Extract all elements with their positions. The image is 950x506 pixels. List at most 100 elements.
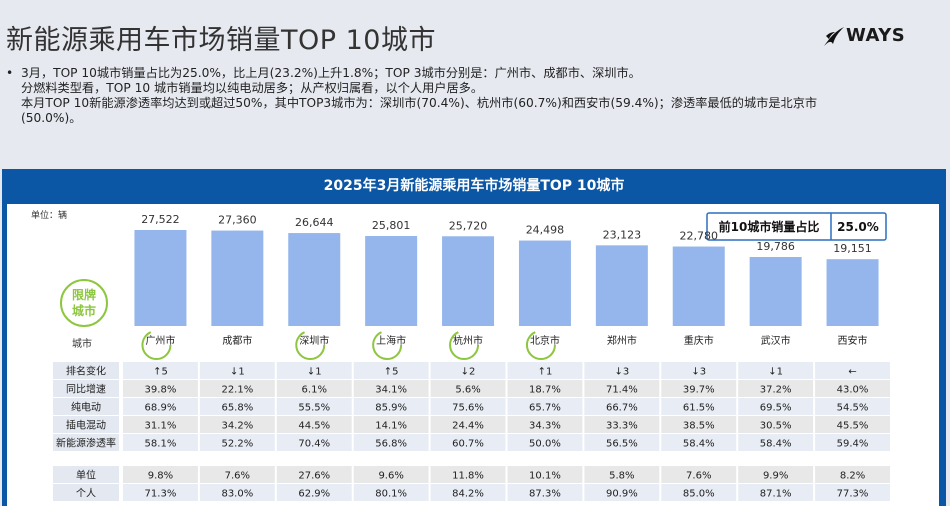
table-cell-value: 56.5%	[606, 439, 638, 450]
table-cell-value: 45.5%	[837, 421, 869, 432]
table-cell-value: 77.3%	[837, 489, 869, 500]
city-label: 武汉市	[761, 334, 791, 347]
table-cell	[123, 416, 198, 433]
table-cell	[507, 398, 583, 415]
table-cell-value: ↑1	[538, 367, 553, 378]
table-cell-value: 30.5%	[760, 421, 792, 432]
table-cell-value: 62.9%	[298, 489, 330, 500]
table-cell-value: 6.1%	[302, 385, 327, 396]
table-cell	[199, 380, 275, 397]
bar-value-label: 22,780	[680, 230, 719, 243]
table-cell-value: 33.3%	[606, 421, 638, 432]
note-line: 分燃料类型看，TOP 10 城市销量均以纯电动居多；从产权归属看，以个人用户居多…	[21, 81, 484, 95]
bar-value-label: 27,360	[218, 214, 257, 227]
table-cell-value: 14.1%	[375, 421, 407, 432]
row-label: 同比增速	[66, 383, 106, 396]
table-cell-value: 68.9%	[145, 403, 177, 414]
table-cell	[123, 362, 198, 379]
table-cell	[430, 416, 506, 433]
table-cell	[507, 434, 583, 451]
table-cell	[815, 380, 890, 397]
bar-北京市	[518, 240, 571, 326]
table-cell-value: 27.6%	[298, 471, 330, 482]
table-cell	[199, 484, 275, 501]
table-cell	[353, 466, 429, 483]
table-cell-value: 38.5%	[683, 421, 715, 432]
bar-杭州市	[442, 236, 495, 326]
table-cell-value: 71.3%	[145, 489, 177, 500]
row-label: 插电混动	[66, 419, 106, 432]
table-cell-value: 66.7%	[606, 403, 638, 414]
row-label-cell	[53, 380, 119, 397]
bar-chart: 单位：辆 前10城市销量占比 25.0% 限牌 城市 城市 27,522广州市2…	[31, 209, 890, 501]
table-cell-value: 87.3%	[529, 489, 561, 500]
row-label-cell	[53, 416, 119, 433]
bar-value-label: 27,522	[141, 213, 180, 226]
table-cell	[199, 466, 275, 483]
table-cell	[738, 416, 814, 433]
note-line: 3月，TOP 10城市销量占比为25.0%，比上月(23.2%)上升1.8%；T…	[21, 66, 641, 80]
table-cell-value: ↓2	[461, 367, 476, 378]
table-cell-value: 9.8%	[148, 471, 173, 482]
table-cell	[123, 380, 198, 397]
table-cell-value: 11.8%	[452, 471, 484, 482]
restricted-city-ring	[141, 330, 172, 360]
table-cell-value: 85.9%	[375, 403, 407, 414]
table-cell	[584, 466, 660, 483]
table-cell	[199, 416, 275, 433]
table-cell-value: 50.0%	[529, 439, 561, 450]
table-cell-value: 5.8%	[609, 471, 634, 482]
table-cell	[584, 380, 660, 397]
city-label: 杭州市	[453, 334, 483, 347]
logo-text: WAYS	[846, 25, 906, 46]
table-cell	[738, 380, 814, 397]
table-cell	[123, 398, 198, 415]
share-label: 前10城市销量占比	[719, 219, 820, 234]
bar-value-label: 26,644	[295, 216, 334, 229]
table-cell-value: 65.7%	[529, 403, 561, 414]
table-cell-value: 83.0%	[221, 489, 253, 500]
table-cell	[738, 466, 814, 483]
table-cell-value: 90.9%	[606, 489, 638, 500]
share-box: 前10城市销量占比 25.0%	[706, 212, 887, 241]
table-cell	[661, 466, 737, 483]
table-cell-value: ↑5	[384, 367, 399, 378]
row-label-cell	[53, 466, 119, 483]
table-cell	[815, 416, 890, 433]
restricted-badge: 限牌 城市	[60, 279, 108, 327]
table-cell-value: ↓1	[307, 367, 322, 378]
table-cell-value: 75.6%	[452, 403, 484, 414]
bar-成都市	[211, 230, 264, 326]
table-cell	[815, 484, 890, 501]
table-cell	[353, 380, 429, 397]
table-cell-value: 59.4%	[837, 439, 869, 450]
row-label-cell	[53, 362, 119, 379]
city-label: 上海市	[376, 334, 406, 347]
bar-郑州市	[595, 245, 648, 326]
chart-title: 2025年3月新能源乘用车市场销量TOP 10城市	[323, 178, 625, 194]
table-cell-value: 7.6%	[686, 471, 711, 482]
table-cell	[430, 362, 506, 379]
table-cell	[661, 416, 737, 433]
table-cell-value: 58.1%	[145, 439, 177, 450]
city-label: 广州市	[145, 334, 175, 347]
row-label: 新能源渗透率	[56, 437, 116, 450]
table-cell	[276, 398, 352, 415]
page-title: 新能源乘用车市场销量TOP 10城市	[6, 25, 436, 56]
table-cell-value: 34.1%	[375, 385, 407, 396]
data-table: 排名变化 ↑5 ↓1 ↓1 ↑5 ↓2 ↑1 ↓3 ↓3 ↓1 ← 同比增速 39.8% 22.1% 6.1…	[53, 362, 890, 501]
table-cell-value: 10.1%	[529, 471, 561, 482]
table-cell-value: 84.2%	[452, 489, 484, 500]
table-cell	[430, 380, 506, 397]
table-cell	[584, 362, 660, 379]
city-row-header: 城市	[72, 337, 92, 350]
summary-notes: • 3月，TOP 10城市销量占比为25.0%，比上月(23.2%)上升1.8%…	[6, 66, 926, 126]
table-cell-value: 9.6%	[378, 471, 403, 482]
table-cell-value: ↓3	[691, 367, 706, 378]
table-cell-value: 71.4%	[606, 385, 638, 396]
table-cell	[584, 398, 660, 415]
table-cell	[507, 466, 583, 483]
table-cell	[199, 398, 275, 415]
table-cell-value: 60.7%	[452, 439, 484, 450]
table-cell-value: 44.5%	[298, 421, 330, 432]
